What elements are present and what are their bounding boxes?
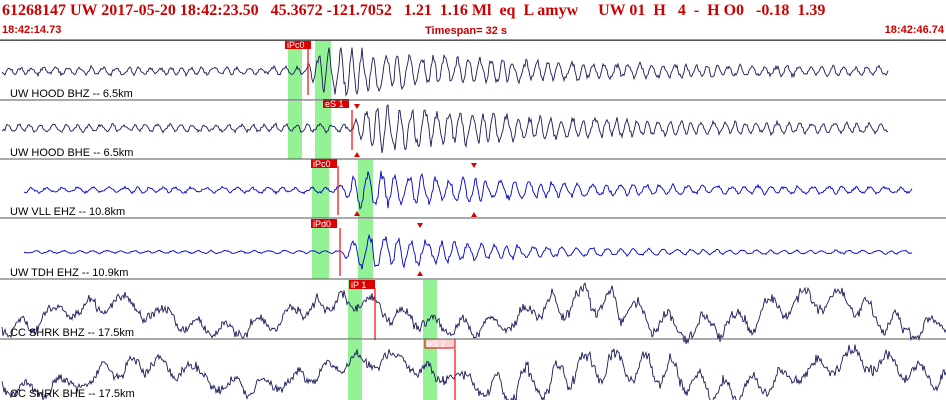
- phase-window-band: [315, 41, 331, 100]
- station-channel-label: UW HOOD BHZ -- 6.5km: [10, 88, 133, 100]
- phase-pick-tag[interactable]: [311, 159, 337, 168]
- seismic-waveform: [1, 282, 946, 345]
- end-time-label: 18:42:46.74: [884, 24, 944, 36]
- phase-pick-tag[interactable]: [285, 40, 311, 49]
- seismic-waveform: [1, 47, 889, 97]
- phase-pick-label: iPc0: [313, 159, 331, 169]
- phase-pick-tag[interactable]: [323, 99, 349, 108]
- seismic-waveform: [1, 103, 889, 154]
- phase-window-band: [358, 160, 373, 218]
- amplitude-marker-top: [417, 223, 423, 228]
- phase-window-band: [315, 101, 331, 159]
- phase-window-band: [423, 280, 437, 339]
- trace-panel[interactable]: eS 1 UW HOOD BHE -- 6.5km: [1, 99, 889, 159]
- amplitude-marker-top: [354, 104, 360, 109]
- amplitude-marker-top: [471, 163, 477, 168]
- phase-pick-label: iPd0: [313, 219, 331, 229]
- start-time-label: 18:42:14.73: [2, 24, 62, 36]
- phase-window-band: [348, 340, 362, 400]
- station-channel-label: UW VLL EHZ -- 10.8km: [10, 206, 125, 218]
- event-header: 61268147 UW 2017-05-20 18:42:23.50 45.36…: [0, 0, 946, 40]
- phase-window-band: [423, 340, 437, 400]
- trace-panel[interactable]: iP 1 CC SHRK BHZ -- 17.5km: [1, 280, 946, 345]
- amplitude-marker-bottom: [471, 212, 477, 217]
- trace-panel[interactable]: eS 2 CC SHRK BHE -- 17.5km: [1, 338, 946, 400]
- station-channel-label: CC SHRK BHE -- 17.5km: [10, 388, 135, 400]
- phase-pick-tag[interactable]: [311, 219, 337, 228]
- seismic-waveform: [23, 233, 913, 270]
- event-summary-line: 61268147 UW 2017-05-20 18:42:23.50 45.36…: [2, 2, 826, 19]
- amplitude-marker-bottom: [354, 152, 360, 157]
- phase-window-band: [312, 219, 329, 279]
- phase-window-band: [312, 160, 329, 218]
- phase-window-band: [288, 101, 302, 159]
- phase-pick-label: eS 2: [427, 339, 446, 349]
- station-channel-label: UW HOOD BHE -- 6.5km: [10, 147, 133, 159]
- station-channel-label: CC SHRK BHZ -- 17.5km: [10, 327, 134, 339]
- phase-window-band: [358, 219, 373, 279]
- phase-pick-tag[interactable]: [349, 280, 375, 289]
- trace-panel[interactable]: iPc0 UW HOOD BHZ -- 6.5km: [1, 40, 889, 100]
- phase-pick-label: iPc0: [287, 40, 305, 50]
- station-channel-label: UW TDH EHZ -- 10.9km: [10, 267, 128, 279]
- amplitude-marker-bottom: [417, 271, 423, 276]
- phase-pick-label: iP 1: [351, 280, 366, 290]
- trace-panel[interactable]: iPd0 UW TDH EHZ -- 10.9km: [10, 219, 913, 279]
- trace-panel[interactable]: iPc0 UW VLL EHZ -- 10.8km: [10, 159, 913, 218]
- seismic-waveform: [1, 344, 946, 400]
- seismic-waveform: [23, 170, 913, 210]
- header-divider: [0, 39, 946, 40]
- amplitude-marker-bottom: [354, 211, 360, 216]
- phase-pick-label: eS 1: [325, 99, 344, 109]
- timespan-label: Timespan= 32 s: [425, 25, 508, 37]
